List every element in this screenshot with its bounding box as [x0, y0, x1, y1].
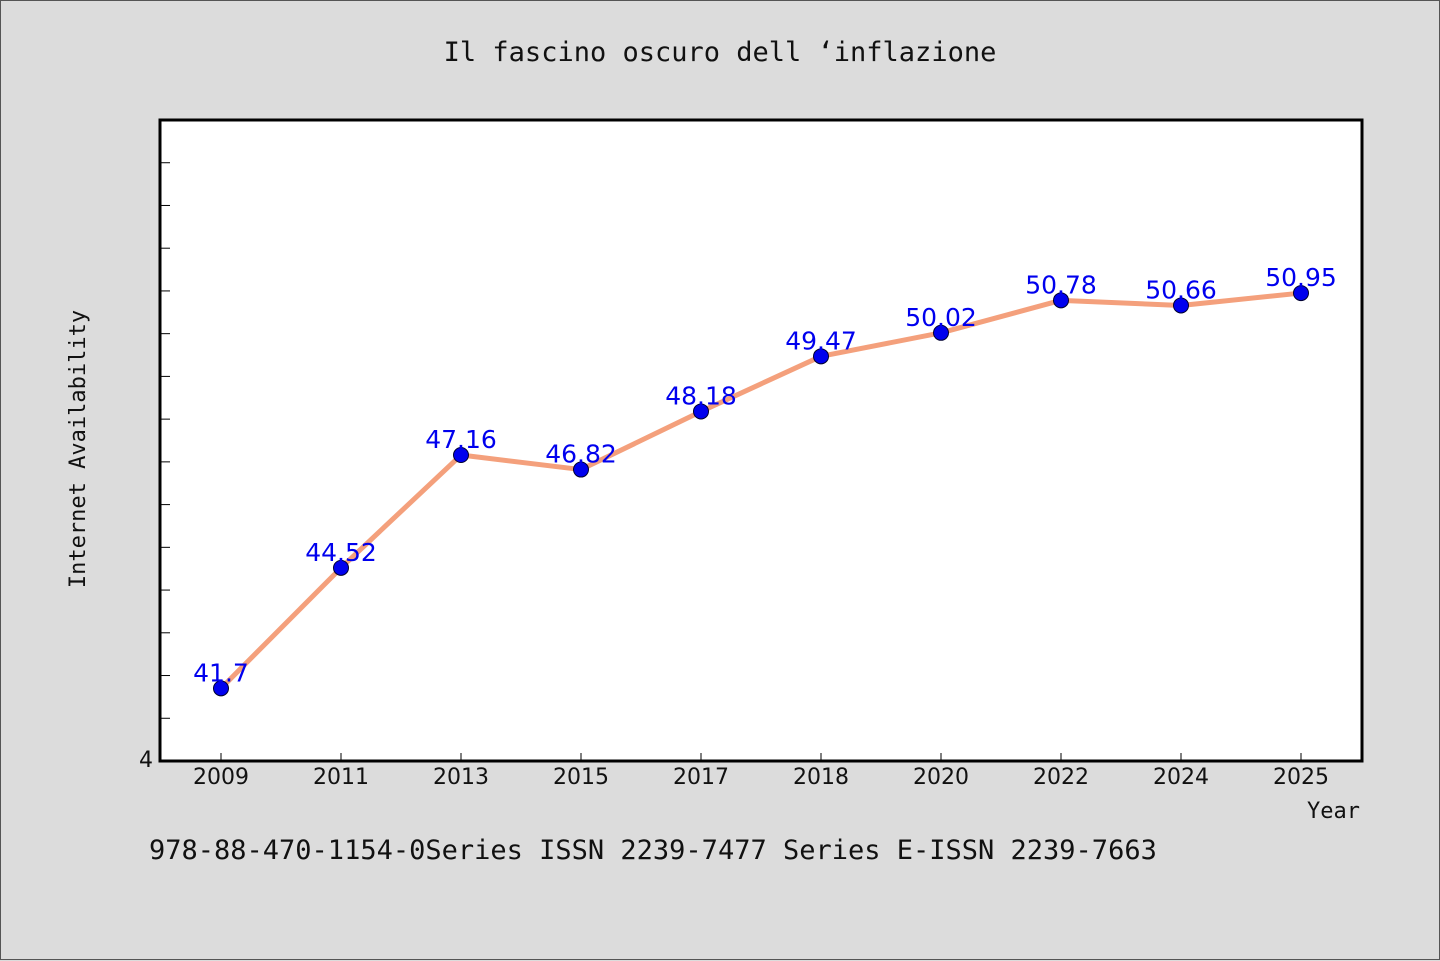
data-point	[1293, 285, 1309, 302]
x-tick-label: 2017	[673, 765, 729, 790]
data-point	[573, 461, 589, 478]
footer-isbn: 978-88-470-1154-0Series ISSN 2239-7477 S…	[149, 835, 1157, 866]
data-label: 49.47	[785, 326, 857, 355]
data-label: 48.18	[665, 381, 737, 410]
x-tick-label: 2022	[1033, 765, 1089, 790]
data-point	[1053, 292, 1069, 309]
data-point	[933, 324, 949, 341]
x-axis-title: Year	[1307, 799, 1360, 824]
chart-title: Il fascino oscuro dell ‘inflazione	[443, 37, 997, 68]
series-line	[219, 290, 1302, 691]
data-point	[333, 559, 349, 576]
x-tick-label: 2024	[1153, 765, 1209, 790]
series-markers	[213, 285, 1309, 697]
data-point	[693, 403, 709, 420]
x-tick-label: 2018	[793, 765, 849, 790]
data-labels: 41.7 44.52 47.16 46.82 48.18 49.47 50.02 50.78 5…	[193, 263, 1337, 687]
data-point	[453, 447, 469, 464]
data-label: 50.02	[905, 303, 977, 332]
data-point	[813, 348, 829, 365]
x-tick-label: 2009	[193, 765, 249, 790]
y-axis: 4	[139, 162, 170, 773]
data-label: 50.78	[1025, 270, 1097, 299]
x-axis: 2009 2011 2013 2015 2017 2018 2020 2022 2024 2025	[193, 753, 1329, 790]
x-tick-label: 2020	[913, 765, 969, 790]
data-point	[1173, 297, 1189, 314]
x-tick-label: 2025	[1273, 765, 1329, 790]
x-tick-label: 2011	[313, 765, 369, 790]
data-label: 50.66	[1145, 275, 1217, 304]
data-label: 44.52	[305, 538, 377, 567]
plot-area	[158, 118, 1364, 763]
y-tick-label: 4	[139, 748, 153, 773]
data-label: 46.82	[545, 440, 617, 469]
data-point	[213, 680, 229, 697]
x-tick-label: 2013	[433, 765, 489, 790]
x-tick-label: 2015	[553, 765, 609, 790]
data-label: 50.95	[1265, 263, 1337, 292]
data-label: 41.7	[193, 658, 249, 687]
data-label: 47.16	[425, 425, 497, 454]
y-axis-title: Internet Availability	[66, 310, 91, 588]
